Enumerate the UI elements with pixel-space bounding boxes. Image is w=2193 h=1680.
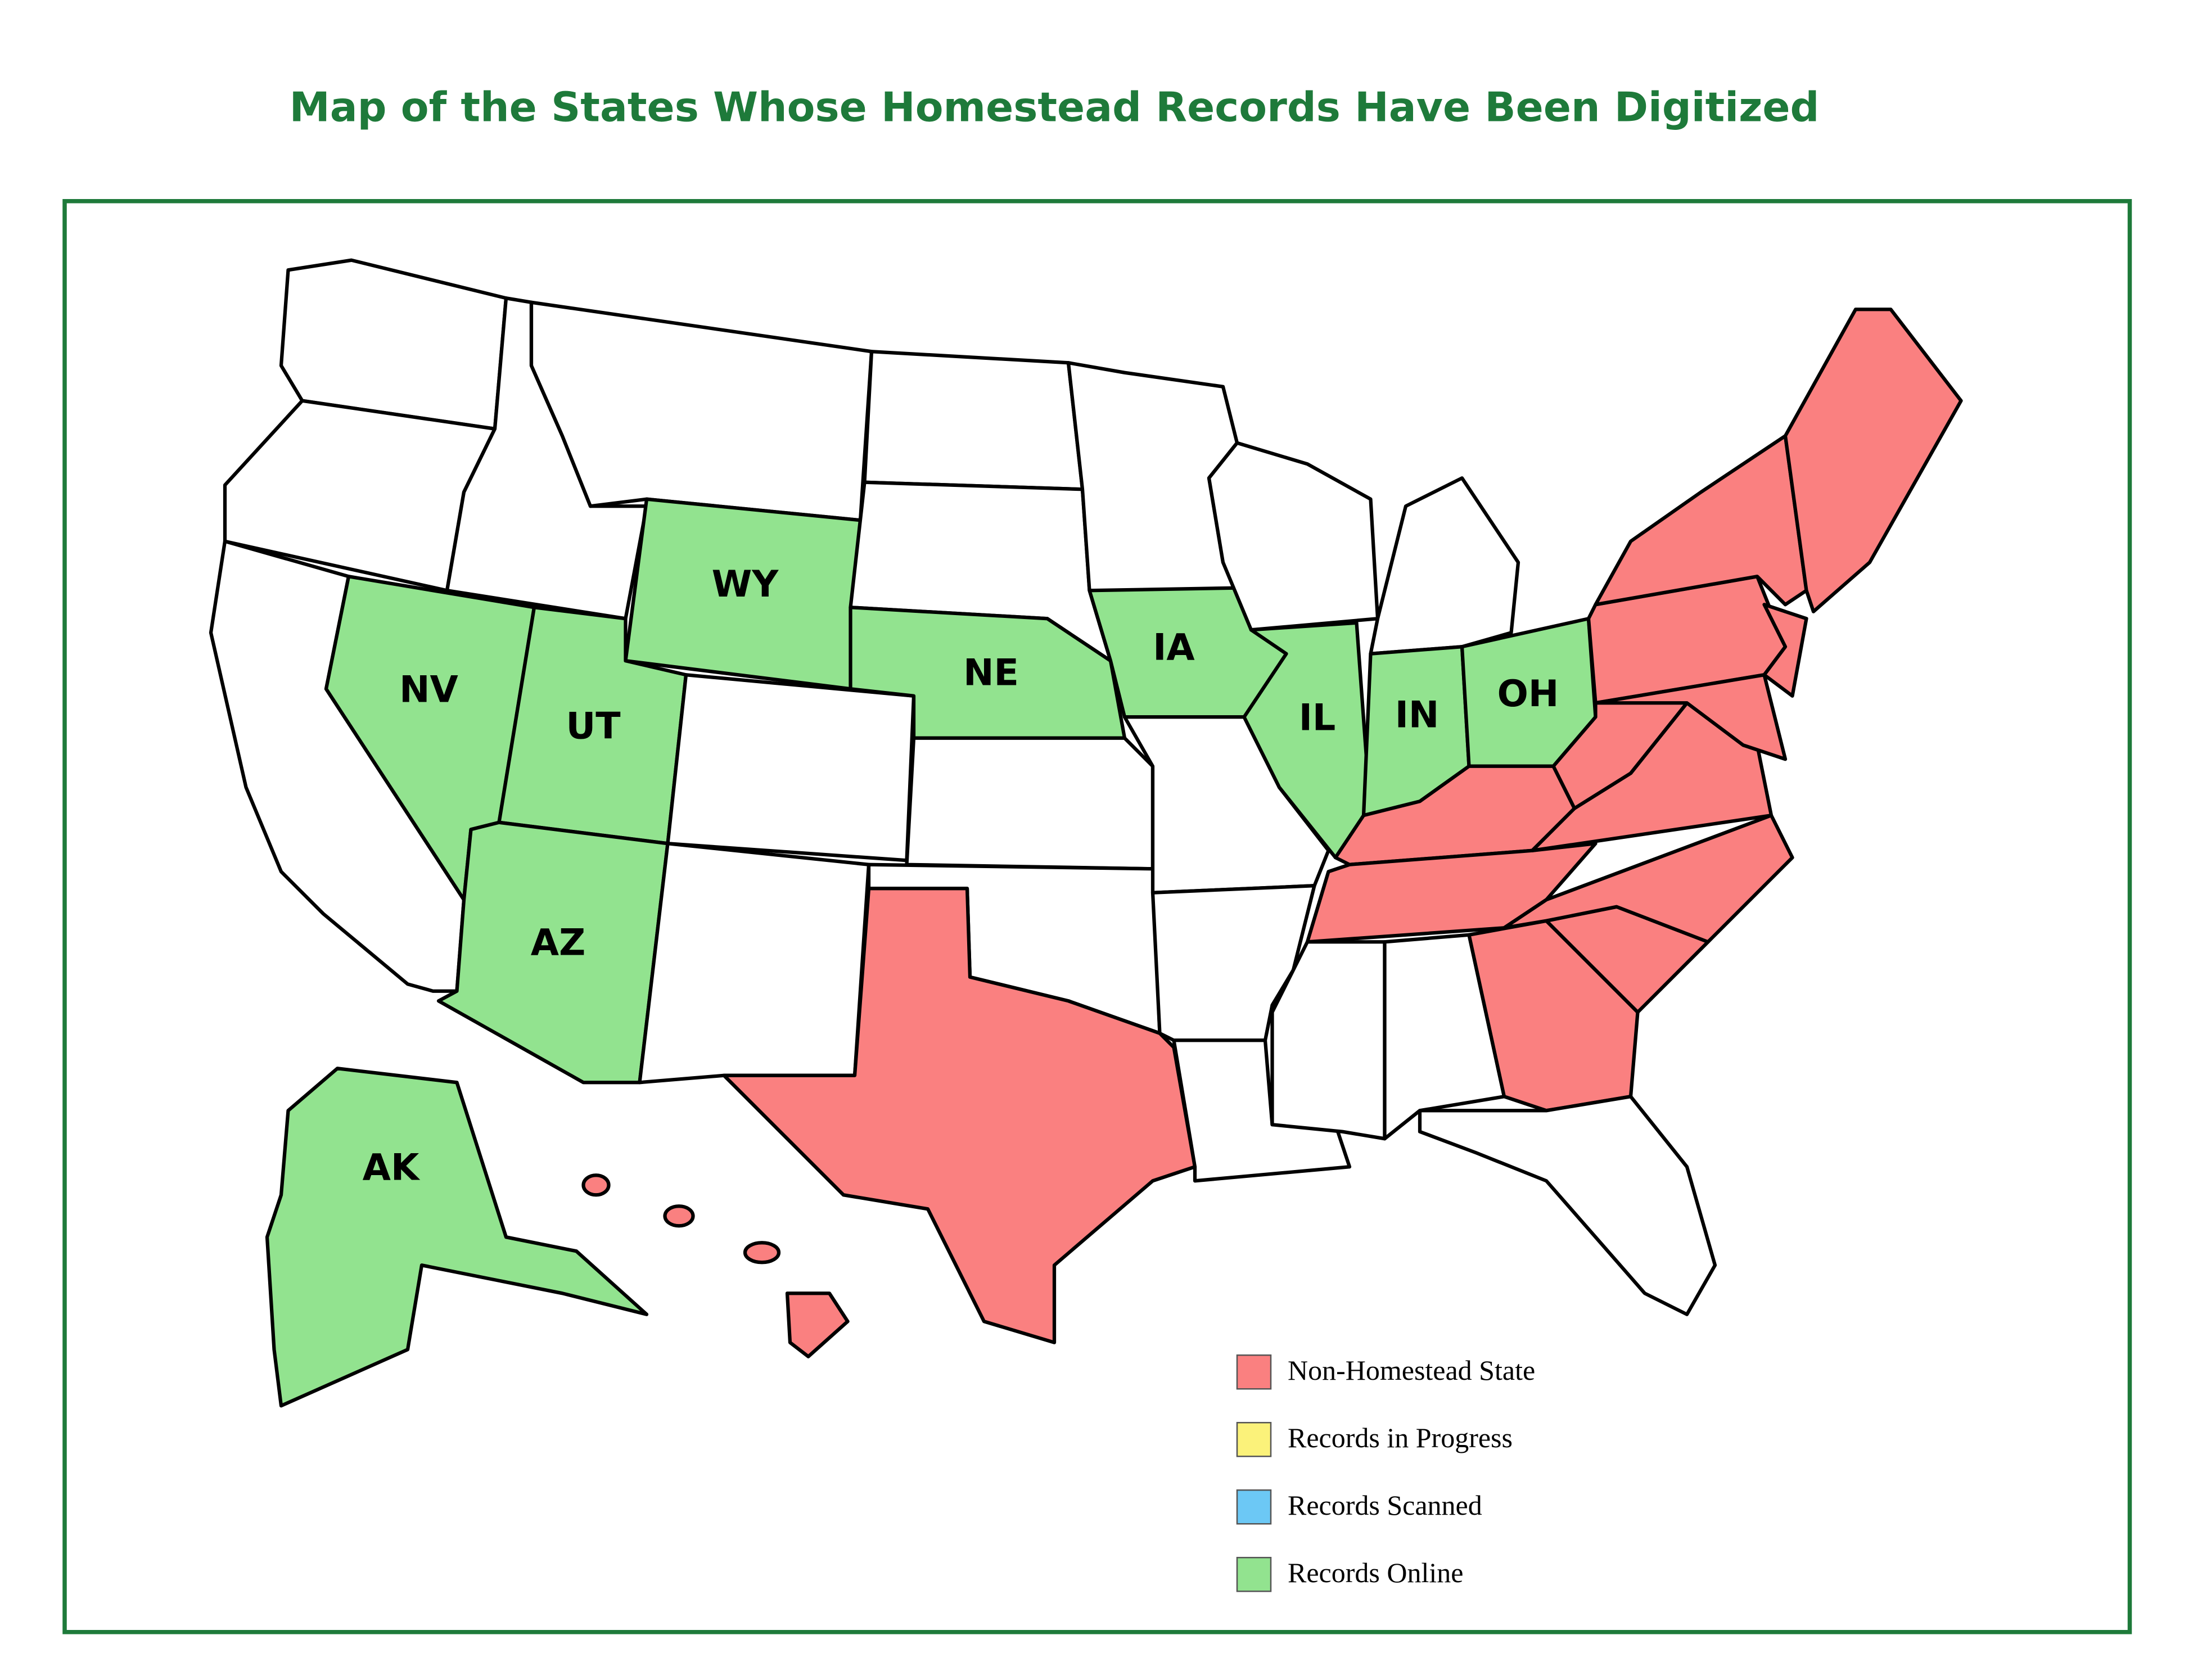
- state-label: OH: [1497, 673, 1559, 715]
- state-label: AZ: [531, 922, 585, 964]
- state-label: WY: [712, 563, 779, 606]
- legend-swatch: [1236, 1557, 1272, 1592]
- state-label: IN: [1395, 694, 1440, 736]
- legend-label: Records Scanned: [1288, 1489, 1482, 1521]
- state-label: IA: [1153, 626, 1195, 669]
- state-label: UT: [566, 705, 620, 747]
- frame: [62, 199, 2132, 1634]
- legend-label: Records Online: [1288, 1557, 1463, 1588]
- title: Map of the States Whose Homestead Record…: [290, 84, 1820, 131]
- legend-swatch: [1236, 1489, 1272, 1525]
- state-label: NV: [399, 669, 458, 711]
- states: [209, 258, 1963, 1408]
- state-labels: NV UT WY NE IA IL IN OH AZ AK: [363, 563, 1559, 1189]
- legend-label: Non-Homestead State: [1288, 1354, 1535, 1386]
- legend-swatch: [1236, 1422, 1272, 1457]
- state-label: AK: [363, 1146, 421, 1189]
- legend-label: Records in Progress: [1288, 1422, 1513, 1453]
- state-label: NE: [963, 652, 1019, 694]
- legend: Non-Homestead State Records in Progress …: [1236, 1354, 1535, 1592]
- state-label: IL: [1299, 697, 1336, 739]
- legend-swatch: [1236, 1354, 1272, 1390]
